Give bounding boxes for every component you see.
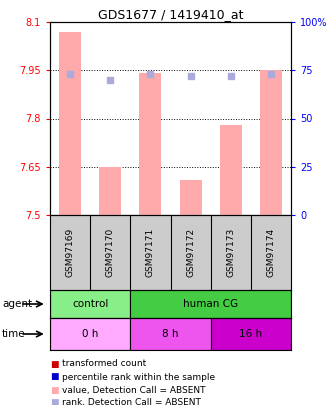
Text: control: control [72, 299, 108, 309]
Text: 8 h: 8 h [162, 329, 179, 339]
Text: percentile rank within the sample: percentile rank within the sample [62, 373, 215, 382]
Title: GDS1677 / 1419410_at: GDS1677 / 1419410_at [98, 8, 243, 21]
Text: GSM97169: GSM97169 [66, 228, 74, 277]
Point [108, 77, 113, 83]
Bar [211, 318, 291, 350]
Text: 0 h: 0 h [82, 329, 98, 339]
Text: human CG: human CG [183, 299, 238, 309]
Bar [130, 318, 211, 350]
Point [268, 71, 273, 77]
Text: GSM97170: GSM97170 [106, 228, 115, 277]
Bar [50, 318, 130, 350]
Bar [130, 290, 291, 318]
Text: ■: ■ [50, 386, 59, 394]
Bar [260, 70, 282, 215]
Bar [59, 32, 81, 215]
Text: GSM97173: GSM97173 [226, 228, 235, 277]
Point [148, 71, 153, 77]
Bar [220, 125, 242, 215]
Text: ■: ■ [50, 360, 59, 369]
Text: ■: ■ [50, 373, 59, 382]
Text: ■: ■ [50, 399, 59, 405]
Bar [179, 179, 202, 215]
Text: GSM97174: GSM97174 [266, 228, 275, 277]
Bar [139, 73, 162, 215]
Point [68, 71, 73, 77]
Text: agent: agent [2, 299, 32, 309]
Text: time: time [2, 329, 25, 339]
Text: GSM97172: GSM97172 [186, 228, 195, 277]
Text: 16 h: 16 h [239, 329, 262, 339]
Text: GSM97171: GSM97171 [146, 228, 155, 277]
Bar [99, 167, 121, 215]
Text: rank, Detection Call = ABSENT: rank, Detection Call = ABSENT [62, 399, 201, 405]
Point [228, 73, 233, 79]
Text: value, Detection Call = ABSENT: value, Detection Call = ABSENT [62, 386, 206, 394]
Text: transformed count: transformed count [62, 360, 146, 369]
Bar [50, 290, 130, 318]
Point [188, 73, 193, 79]
